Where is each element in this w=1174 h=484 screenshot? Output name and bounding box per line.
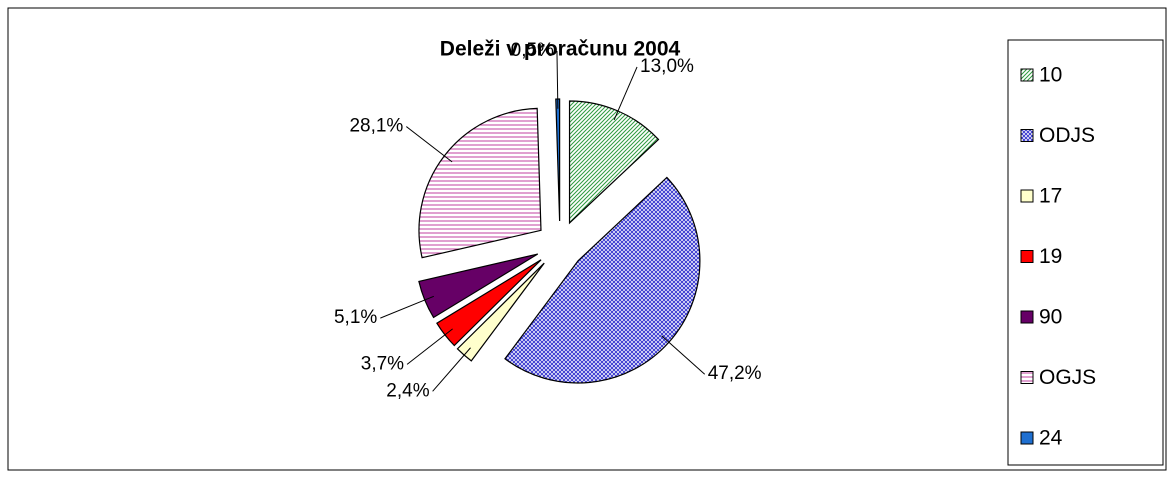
legend-label: OGJS: [1039, 366, 1096, 389]
data-label: 0,5%: [511, 40, 554, 61]
leader-line: [380, 295, 434, 319]
legend-label: 19: [1039, 245, 1062, 268]
data-label: 5,1%: [334, 307, 377, 328]
data-label: 28,1%: [349, 116, 403, 137]
legend-swatch: [1020, 371, 1034, 384]
legend-swatch: [1020, 189, 1034, 203]
leader-line: [406, 126, 453, 163]
legend-label: 10: [1039, 64, 1062, 87]
data-label: 13,0%: [640, 56, 694, 77]
legend-label: 17: [1039, 185, 1062, 208]
chart-title: Deleži v proračunu 2004: [440, 38, 681, 61]
legend-swatch: [1020, 250, 1034, 263]
leader-line: [406, 328, 453, 365]
legend-box: [1007, 39, 1164, 466]
legend-swatch: [1020, 310, 1034, 324]
data-label: 47,2%: [708, 363, 762, 384]
leader-line: [556, 51, 559, 109]
chart-border: [7, 7, 1167, 471]
legend-swatch: [1020, 68, 1034, 82]
data-label: 3,7%: [361, 353, 404, 374]
legend-label: 90: [1039, 306, 1062, 329]
leader-line: [613, 66, 638, 121]
data-label: 2,4%: [386, 380, 429, 401]
legend-swatch: [1020, 431, 1034, 445]
legend-swatch: [1020, 129, 1034, 142]
legend-label: ODJS: [1039, 124, 1095, 147]
leader-line: [432, 347, 471, 392]
legend-label: 24: [1039, 427, 1063, 450]
leader-line: [661, 335, 706, 375]
